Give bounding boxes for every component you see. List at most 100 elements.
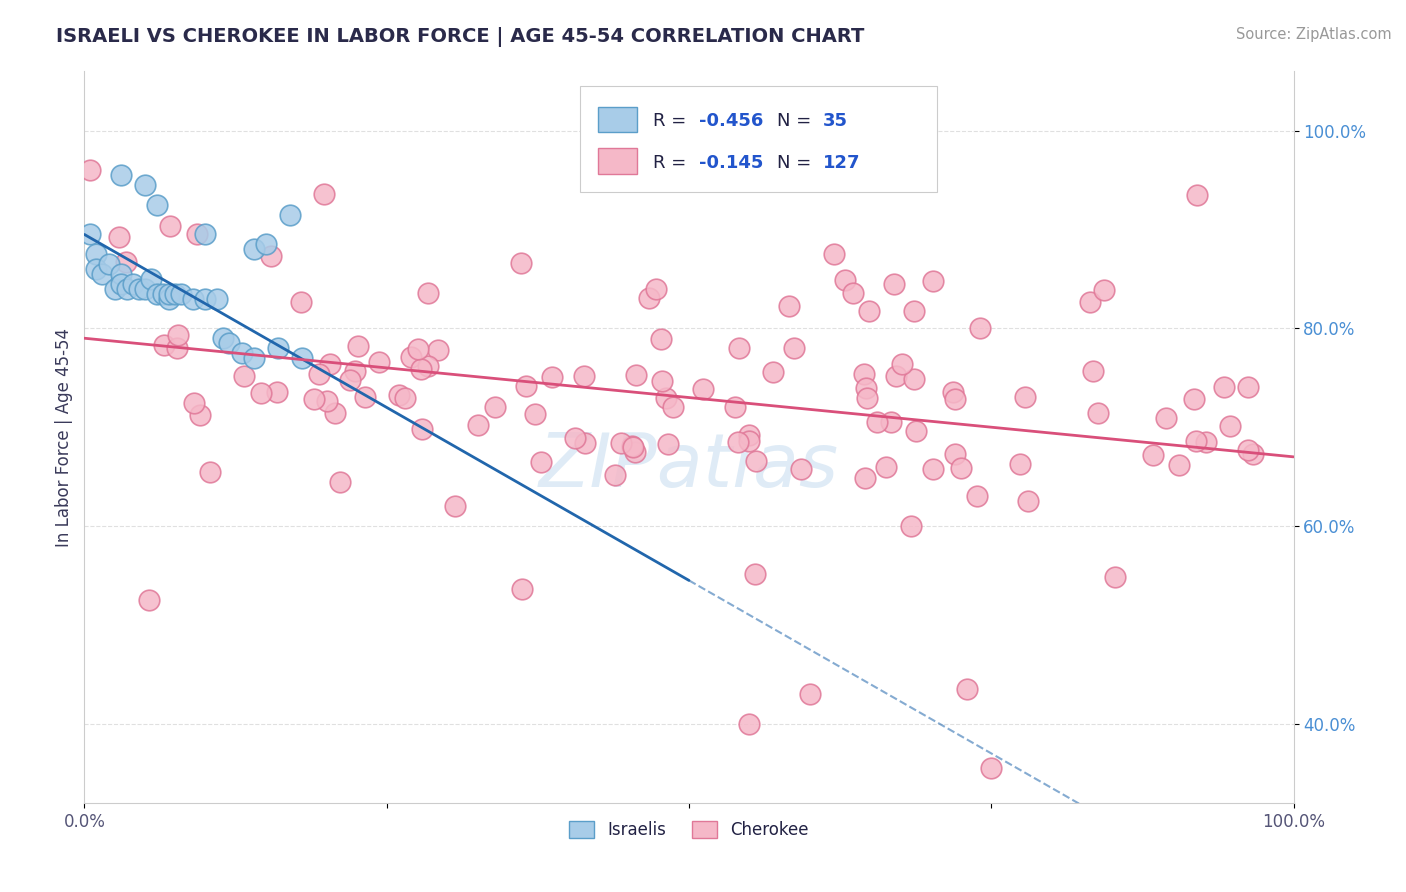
Point — [104, 282, 127, 296]
FancyBboxPatch shape — [599, 148, 637, 174]
Point — [645, 282, 668, 296]
Point — [900, 518, 922, 533]
Point — [354, 390, 377, 404]
Point — [290, 294, 312, 309]
Point — [308, 367, 330, 381]
Point — [167, 327, 190, 342]
Point — [1213, 380, 1236, 394]
Point — [231, 346, 253, 360]
Point — [416, 359, 439, 374]
Point — [904, 424, 927, 438]
Point — [134, 178, 156, 192]
Point — [921, 462, 943, 476]
Legend: Israelis, Cherokee: Israelis, Cherokee — [562, 814, 815, 846]
Point — [319, 357, 342, 371]
Point — [411, 362, 433, 376]
Point — [949, 460, 972, 475]
Point — [166, 341, 188, 355]
Point — [183, 396, 205, 410]
Point — [609, 436, 631, 450]
Point — [1182, 392, 1205, 406]
Point — [655, 391, 678, 405]
Point — [980, 761, 1002, 775]
Point — [134, 282, 156, 296]
Point — [969, 320, 991, 334]
Point — [884, 369, 907, 384]
Point — [1104, 570, 1126, 584]
Text: Source: ZipAtlas.com: Source: ZipAtlas.com — [1236, 27, 1392, 42]
Text: ZIPatlas: ZIPatlas — [538, 430, 839, 502]
Text: 127: 127 — [823, 153, 860, 172]
Point — [943, 392, 966, 407]
Point — [198, 465, 221, 479]
Point — [86, 262, 108, 277]
Text: R =: R = — [652, 112, 692, 130]
Point — [1087, 406, 1109, 420]
Point — [883, 277, 905, 291]
Point — [1236, 443, 1258, 458]
FancyBboxPatch shape — [599, 107, 637, 132]
Point — [1142, 448, 1164, 462]
Point — [510, 256, 533, 270]
Point — [1092, 283, 1115, 297]
Point — [444, 499, 467, 513]
Point — [510, 582, 533, 596]
Point — [1237, 380, 1260, 394]
Point — [692, 382, 714, 396]
Point — [834, 273, 856, 287]
Point — [922, 275, 945, 289]
Point — [891, 357, 914, 371]
Point — [858, 303, 880, 318]
Point — [416, 286, 439, 301]
Point — [650, 332, 672, 346]
Point — [152, 286, 174, 301]
Point — [139, 272, 162, 286]
Point — [278, 208, 301, 222]
Point — [875, 460, 897, 475]
Point — [620, 439, 643, 453]
Point — [406, 342, 429, 356]
Point — [484, 400, 506, 414]
Point — [399, 351, 422, 365]
Point — [856, 391, 879, 405]
Point — [266, 385, 288, 400]
Point — [411, 422, 433, 436]
Point — [724, 401, 747, 415]
Point — [738, 434, 761, 448]
Point — [738, 716, 761, 731]
Point — [260, 249, 283, 263]
Point — [603, 467, 626, 482]
Point — [852, 367, 875, 381]
Point — [1195, 434, 1218, 449]
Point — [188, 409, 211, 423]
Point — [966, 489, 988, 503]
Point — [368, 355, 391, 369]
Point — [233, 368, 256, 383]
Point — [146, 198, 169, 212]
Point — [738, 427, 761, 442]
Point — [621, 440, 644, 454]
Point — [790, 461, 813, 475]
Text: R =: R = — [652, 153, 692, 172]
Point — [79, 227, 101, 242]
Point — [956, 682, 979, 697]
Point — [1017, 494, 1039, 508]
Point — [110, 168, 132, 182]
Point — [115, 282, 138, 296]
Point — [823, 247, 845, 261]
Point — [157, 286, 180, 301]
Point — [388, 388, 411, 402]
Point — [267, 341, 290, 355]
Point — [945, 447, 967, 461]
Point — [152, 338, 174, 352]
Point — [942, 384, 965, 399]
Point — [1185, 188, 1208, 202]
Point — [250, 385, 273, 400]
Point — [1014, 390, 1036, 404]
Point — [159, 219, 181, 233]
Point — [623, 445, 645, 459]
Point — [903, 371, 925, 385]
Point — [347, 339, 370, 353]
Point — [194, 227, 217, 242]
Point — [1168, 458, 1191, 472]
